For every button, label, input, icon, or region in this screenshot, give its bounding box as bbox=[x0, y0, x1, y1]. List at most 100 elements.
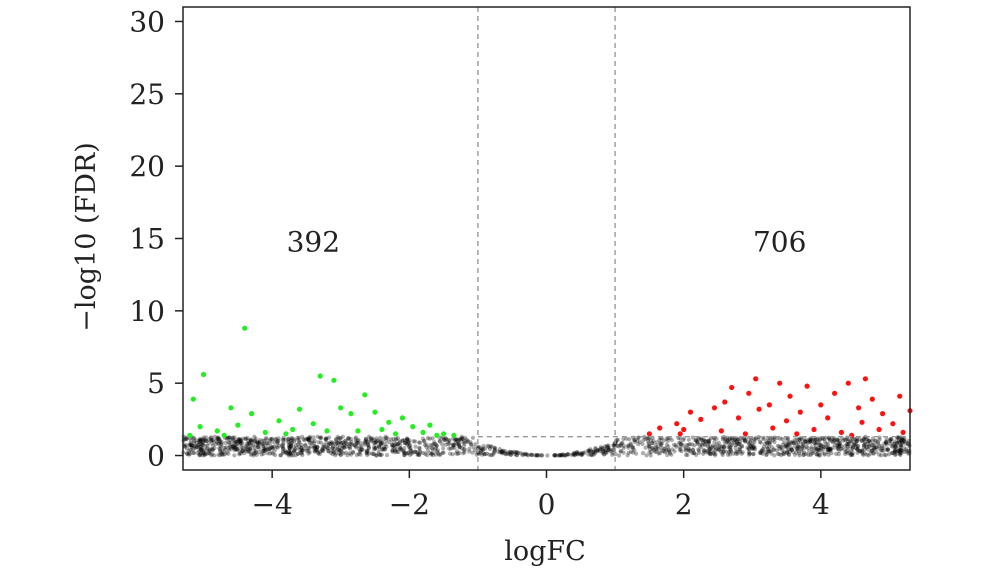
ns-point bbox=[396, 442, 401, 447]
ns-point bbox=[743, 439, 748, 444]
ns-point bbox=[346, 436, 352, 441]
ns-point bbox=[365, 441, 371, 446]
ns-point bbox=[212, 446, 217, 451]
ns-point bbox=[251, 451, 256, 456]
ns-point bbox=[862, 442, 867, 447]
ns-point bbox=[786, 440, 791, 445]
ns-point bbox=[202, 452, 207, 457]
ns-point bbox=[783, 444, 789, 449]
ns-point bbox=[287, 451, 292, 456]
ns-point bbox=[752, 437, 757, 442]
ns-point bbox=[311, 445, 316, 450]
down-point bbox=[393, 431, 399, 437]
ns-point bbox=[204, 438, 209, 443]
up-point bbox=[880, 411, 886, 417]
ns-point bbox=[425, 453, 430, 458]
ns-point bbox=[264, 437, 269, 442]
ns-point bbox=[252, 439, 257, 444]
ns-point bbox=[727, 436, 732, 441]
ns-point bbox=[704, 450, 709, 455]
ns-point bbox=[575, 450, 580, 455]
ns-point bbox=[256, 440, 261, 445]
ns-point bbox=[662, 446, 667, 451]
ns-point bbox=[587, 449, 592, 454]
ns-point bbox=[402, 440, 408, 446]
ns-point bbox=[588, 452, 593, 457]
ns-point bbox=[248, 437, 253, 442]
ns-point bbox=[320, 447, 325, 452]
ns-point bbox=[884, 447, 889, 452]
ns-point bbox=[332, 449, 337, 455]
ns-point bbox=[383, 442, 388, 447]
ns-point bbox=[627, 437, 632, 442]
ns-point bbox=[854, 442, 859, 447]
ns-point bbox=[631, 446, 636, 451]
ns-point bbox=[345, 453, 350, 458]
ns-point bbox=[263, 436, 269, 441]
ns-point bbox=[535, 453, 540, 458]
ns-point bbox=[491, 451, 496, 456]
ns-point bbox=[781, 450, 787, 455]
ns-point bbox=[393, 450, 398, 455]
ns-point bbox=[861, 437, 866, 442]
ns-point bbox=[467, 446, 472, 451]
ns-point bbox=[610, 452, 615, 457]
ns-point bbox=[677, 444, 682, 449]
ns-point bbox=[807, 449, 812, 454]
ns-point bbox=[238, 441, 243, 446]
ns-point bbox=[357, 444, 362, 449]
ns-point bbox=[764, 439, 769, 444]
ns-point bbox=[245, 436, 250, 441]
ns-point bbox=[882, 452, 887, 457]
ns-point bbox=[778, 444, 784, 449]
ns-point bbox=[249, 442, 254, 447]
ns-point bbox=[199, 438, 204, 443]
ns-point bbox=[237, 452, 242, 457]
ns-point bbox=[461, 451, 466, 456]
ns-point bbox=[221, 452, 226, 457]
ns-point bbox=[447, 438, 452, 443]
ns-point bbox=[508, 452, 514, 457]
ns-point bbox=[813, 446, 818, 451]
ns-point bbox=[207, 451, 212, 456]
ns-point bbox=[574, 451, 579, 456]
ns-point bbox=[725, 452, 731, 457]
up-point bbox=[777, 380, 783, 386]
ns-point bbox=[791, 440, 796, 445]
ns-point bbox=[355, 438, 360, 443]
ns-point bbox=[799, 445, 804, 450]
ns-point bbox=[893, 448, 898, 453]
ns-point bbox=[292, 437, 297, 442]
ns-point bbox=[890, 450, 895, 456]
ns-point bbox=[306, 448, 311, 453]
up-point bbox=[729, 384, 735, 391]
ns-point bbox=[747, 443, 752, 448]
ns-point bbox=[379, 440, 384, 445]
ns-point bbox=[830, 439, 835, 445]
ns-point bbox=[699, 444, 704, 450]
ns-point bbox=[298, 451, 303, 456]
ns-point bbox=[757, 439, 763, 444]
ns-point bbox=[516, 450, 521, 455]
ns-point bbox=[767, 449, 772, 454]
ns-point bbox=[324, 444, 329, 449]
ns-point bbox=[318, 435, 323, 441]
ns-point bbox=[766, 444, 771, 450]
ns-point bbox=[268, 437, 273, 442]
ns-point bbox=[289, 453, 294, 458]
ns-point bbox=[461, 440, 466, 445]
ns-point bbox=[898, 447, 904, 452]
ns-point bbox=[365, 443, 370, 448]
ns-point bbox=[683, 447, 688, 452]
ns-point bbox=[384, 435, 389, 440]
ns-point bbox=[433, 441, 438, 447]
ns-point bbox=[846, 441, 851, 446]
ns-point bbox=[839, 443, 844, 448]
ns-point bbox=[701, 448, 706, 453]
ns-point bbox=[705, 444, 711, 449]
ns-point bbox=[740, 436, 745, 441]
ns-point bbox=[399, 447, 404, 452]
ns-point bbox=[397, 440, 402, 445]
ns-point bbox=[848, 453, 853, 458]
ns-point bbox=[308, 436, 313, 441]
